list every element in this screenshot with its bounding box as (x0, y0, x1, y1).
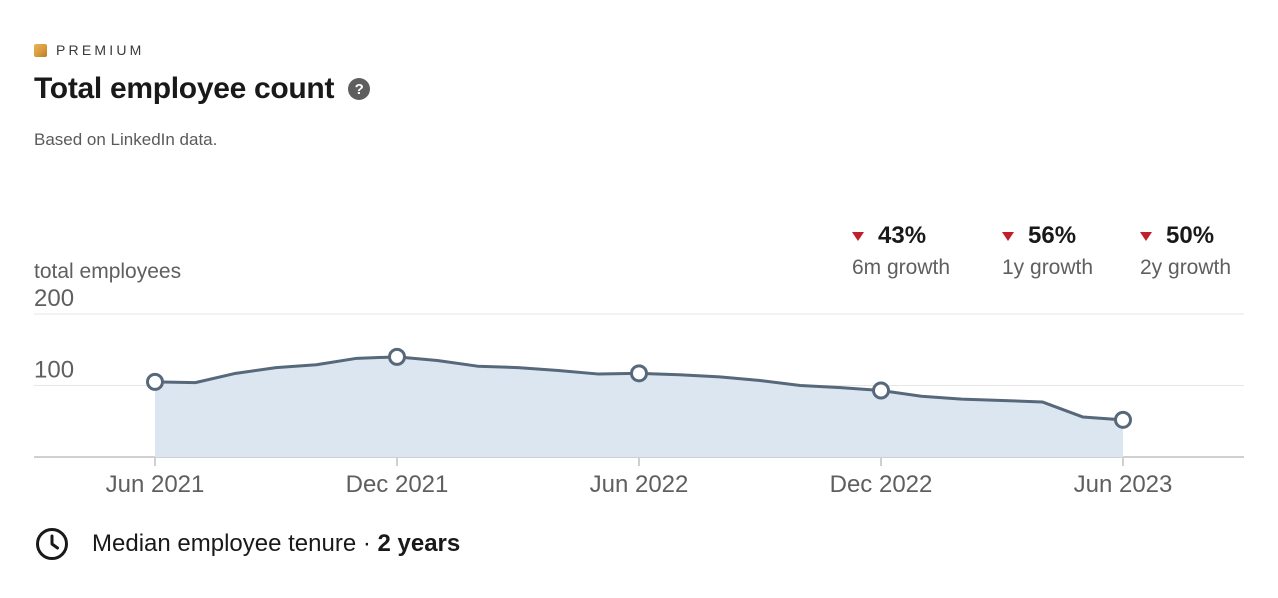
x-tick-label: Jun 2023 (1074, 471, 1173, 498)
x-tick-label: Dec 2022 (830, 471, 933, 498)
data-point-marker[interactable] (388, 347, 406, 366)
growth-stat-2y: 50% 2y growth (1140, 222, 1231, 280)
tenure-value: 2 years (377, 530, 461, 557)
y-tick-layer: 100 200 (34, 285, 74, 384)
growth-stat-1y: 56% 1y growth (1002, 222, 1093, 280)
subtitle: Based on LinkedIn data. (34, 130, 218, 149)
x-tick-label: Jun 2022 (590, 471, 689, 498)
y-tick-label: 200 (34, 285, 74, 312)
premium-badge-icon (34, 43, 47, 57)
down-triangle-icon (1002, 231, 1014, 241)
x-tick-label: Jun 2021 (106, 471, 205, 498)
title-row: Total employee count ? (34, 72, 371, 106)
data-point-marker[interactable] (630, 364, 648, 383)
y-axis-label: total employees (34, 260, 181, 283)
y-tick-label: 100 (34, 357, 74, 384)
tenure-label: Median employee tenure · (92, 530, 378, 557)
marker-layer (146, 347, 1132, 429)
data-point-marker[interactable] (1114, 410, 1132, 429)
premium-header: PREMIUM (34, 42, 145, 58)
x-tick-label: Dec 2021 (346, 471, 449, 498)
page-title: Total employee count (34, 72, 335, 105)
premium-label: PREMIUM (56, 42, 145, 58)
growth-value: 50% (1166, 222, 1215, 249)
question-circle-icon[interactable]: ? (348, 78, 371, 100)
tenure-row: Median employee tenure · 2 years (34, 526, 460, 562)
series-area (155, 356, 1123, 457)
down-triangle-icon (852, 231, 864, 241)
growth-value: 56% (1028, 222, 1077, 249)
clock-icon (36, 528, 68, 560)
data-point-marker[interactable] (146, 372, 164, 391)
growth-stat-6m: 43% 6m growth (852, 222, 950, 280)
growth-label: 6m growth (852, 256, 951, 279)
data-point-marker[interactable] (872, 381, 890, 400)
down-triangle-icon (1140, 231, 1152, 241)
growth-label: 1y growth (1002, 256, 1094, 279)
growth-value: 43% (878, 222, 927, 249)
growth-label: 2y growth (1140, 256, 1232, 279)
x-tick-layer: Jun 2021 Dec 2021 Jun 2022 Dec 2022 Jun 2023 (106, 457, 1173, 498)
